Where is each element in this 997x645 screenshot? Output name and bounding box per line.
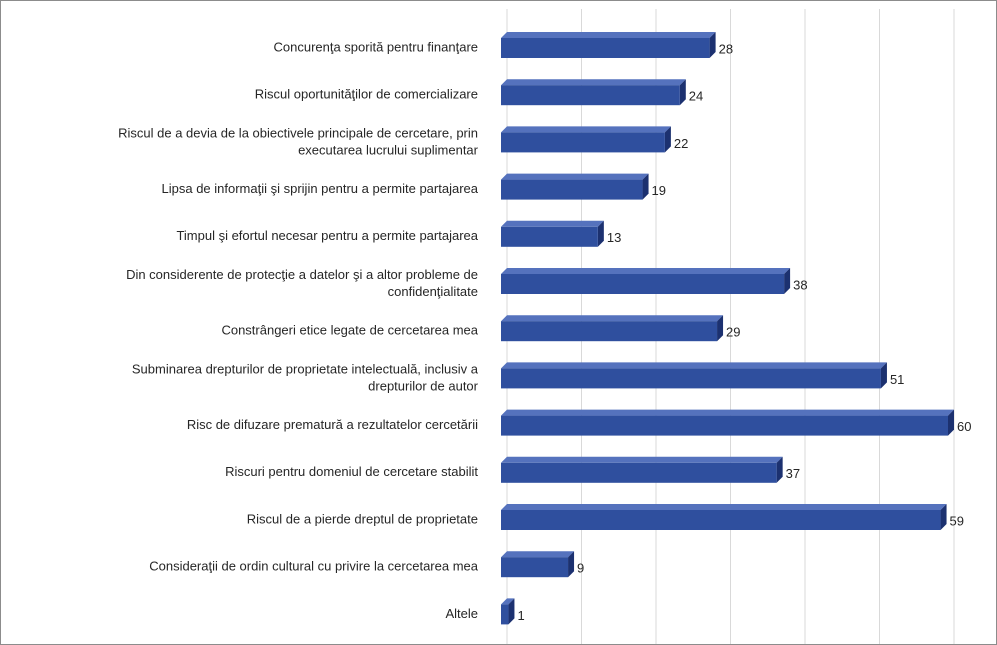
data-label: 51	[890, 372, 904, 387]
bar-side-face	[709, 32, 716, 58]
data-label: 37	[786, 466, 800, 481]
bar-front-face	[501, 274, 785, 294]
category-label: Riscul de a devia de la obiectivele prin…	[118, 125, 478, 140]
bar-side-face	[880, 362, 887, 389]
bar-front-face	[501, 510, 941, 530]
bar-side-face	[597, 220, 604, 247]
bar	[501, 551, 575, 578]
bar-side-face	[948, 409, 954, 436]
bar-top-face	[501, 79, 686, 86]
category-label: Din considerente de protecţie a datelor …	[126, 267, 478, 282]
data-label: 59	[950, 513, 964, 528]
bar-side-face	[508, 598, 515, 625]
bar-front-face	[501, 38, 710, 58]
bar-top-face	[501, 32, 716, 38]
bar	[501, 598, 515, 625]
bar-top-face	[501, 504, 947, 510]
bar-front-face	[501, 604, 509, 625]
category-label: Consideraţii de ordin cultural cu privir…	[149, 559, 479, 574]
category-label: Concurenţa sporită pentru finanţare	[273, 39, 478, 54]
bar-top-face	[501, 362, 887, 369]
category-label: Altele	[445, 606, 478, 621]
bar-top-face	[501, 315, 724, 322]
bar	[501, 362, 887, 389]
data-label: 22	[674, 136, 688, 151]
bar	[501, 315, 724, 342]
bar-front-face	[501, 557, 569, 578]
bar-front-face	[501, 462, 777, 483]
bar-front-face	[501, 132, 665, 153]
bar-front-face	[501, 368, 881, 389]
bar-side-face	[940, 504, 947, 530]
bar-front-face	[501, 179, 643, 200]
data-label: 1	[517, 608, 524, 623]
data-label: 29	[726, 325, 740, 340]
category-label: Riscul oportunităţilor de comercializare	[255, 87, 478, 102]
data-label: 13	[607, 230, 621, 245]
bar-top-face	[501, 126, 671, 133]
bar-front-face	[501, 226, 598, 247]
bar-top-face	[501, 598, 515, 605]
category-label: Lipsa de informaţii şi sprijin pentru a …	[162, 181, 479, 196]
data-label: 38	[793, 277, 807, 292]
category-label: Riscul de a pierde dreptul de proprietat…	[247, 511, 478, 526]
bar-side-face	[717, 315, 724, 342]
bars	[501, 32, 954, 625]
category-label: Constrângeri etice legate de cercetarea …	[221, 323, 478, 338]
category-label: drepturilor de autor	[368, 378, 479, 393]
bar-side-face	[679, 79, 686, 106]
data-label: 9	[577, 561, 584, 576]
data-label: 24	[689, 89, 703, 104]
data-label: 28	[719, 41, 733, 56]
bar-top-face	[501, 456, 783, 463]
data-labels: 28 24 22 19 13 38 29 51 60 37 59 9 1	[517, 41, 971, 622]
bar	[501, 268, 791, 294]
category-label: confidenţialitate	[388, 284, 478, 299]
bar-side-face	[776, 456, 783, 483]
bar-front-face	[501, 321, 718, 342]
bar	[501, 32, 716, 58]
bar-top-face	[501, 551, 575, 558]
data-label: 19	[652, 183, 666, 198]
data-label: 60	[957, 419, 971, 434]
category-labels: Concurenţa sporită pentru finanţare Riscu…	[118, 39, 479, 620]
bar-side-face	[664, 126, 671, 153]
bar	[501, 456, 783, 483]
category-label: Riscuri pentru domeniul de cercetare sta…	[225, 464, 478, 479]
bar-side-face	[568, 551, 575, 578]
bar	[501, 173, 649, 200]
bar-side-face	[642, 173, 649, 200]
category-label: Risc de difuzare prematură a rezultatelo…	[187, 417, 478, 432]
bar	[501, 409, 954, 436]
category-label: Subminarea drepturilor de proprietate in…	[132, 361, 479, 376]
bar-side-face	[784, 268, 791, 294]
bar-top-face	[501, 409, 954, 416]
bar	[501, 79, 686, 106]
bar-front-face	[501, 415, 948, 436]
bar-front-face	[501, 85, 680, 106]
bar	[501, 504, 947, 530]
category-label: executarea lucrului suplimentar	[298, 142, 479, 157]
bar	[501, 126, 671, 153]
category-label: Timpul şi efortul necesar pentru a permi…	[176, 228, 478, 243]
bar-top-face	[501, 268, 791, 274]
gridlines	[506, 9, 955, 644]
bar	[501, 220, 604, 247]
bar-top-face	[501, 220, 604, 227]
bar-top-face	[501, 173, 649, 180]
